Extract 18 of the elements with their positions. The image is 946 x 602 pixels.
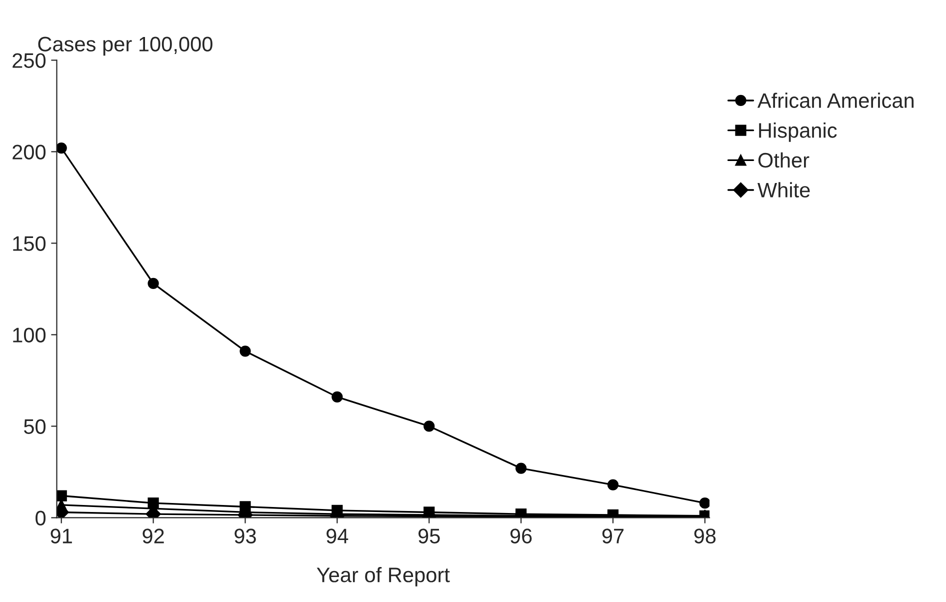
legend-label: White bbox=[758, 182, 810, 198]
x-axis-title: Year of Report bbox=[316, 567, 450, 586]
y-tick-label: 150 bbox=[13, 236, 46, 251]
x-tick-label: 98 bbox=[694, 528, 716, 544]
y-tick-label: 50 bbox=[24, 419, 46, 434]
y-tick-label: 200 bbox=[12, 144, 46, 160]
y-tick-label: 100 bbox=[13, 328, 46, 342]
x-tick-label: 97 bbox=[602, 528, 624, 544]
x-tick-label: 91 bbox=[50, 528, 72, 544]
legend-label: African American bbox=[757, 92, 914, 108]
x-tick-label: 93 bbox=[234, 528, 256, 544]
x-tick-label: 96 bbox=[510, 528, 532, 544]
x-tick-label: 94 bbox=[326, 528, 348, 544]
y-tick-label: 0 bbox=[36, 510, 46, 526]
legend-label: Hispanic bbox=[759, 122, 837, 142]
x-tick-label: 95 bbox=[418, 528, 440, 544]
x-tick-label: 92 bbox=[142, 528, 164, 544]
legend-label: Other bbox=[758, 152, 810, 168]
